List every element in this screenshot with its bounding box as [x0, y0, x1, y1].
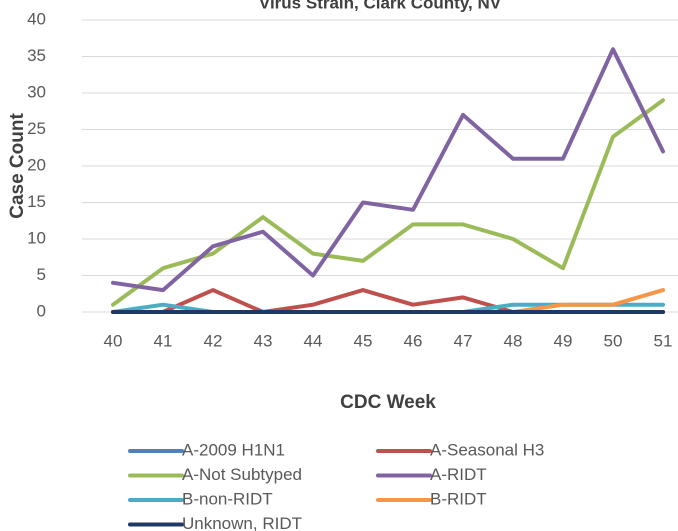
legend-label: A-Seasonal H3: [430, 440, 544, 459]
y-tick-label: 15: [27, 192, 46, 211]
x-tick-label: 46: [404, 331, 423, 350]
legend-label: A-2009 H1N1: [182, 440, 285, 459]
legend-label: A-Not Subtyped: [182, 465, 302, 484]
legend-label: B-RIDT: [430, 489, 487, 508]
x-tick-label: 40: [104, 331, 123, 350]
x-tick-label: 48: [504, 331, 523, 350]
y-tick-label: 30: [27, 82, 46, 101]
x-tick-label: 47: [454, 331, 473, 350]
y-tick-label: 40: [27, 9, 46, 28]
x-tick-label: 50: [604, 331, 623, 350]
x-tick-label: 43: [254, 331, 273, 350]
legend-label: Unknown, RIDT: [182, 514, 302, 531]
y-tick-label: 35: [27, 46, 46, 65]
y-tick-label: 25: [27, 119, 46, 138]
x-tick-label: 45: [354, 331, 373, 350]
x-tick-label: 51: [654, 331, 673, 350]
x-tick-label: 44: [304, 331, 323, 350]
series-line: [111, 47, 665, 293]
x-axis-label: CDC Week: [340, 392, 436, 413]
y-tick-label: 5: [37, 265, 46, 284]
y-axis-label: Case Count: [7, 113, 28, 219]
x-tick-label: 42: [204, 331, 223, 350]
y-tick-label: 0: [37, 301, 46, 320]
chart-title: Virus Strain, Clark County, NV: [259, 0, 502, 12]
legend-label: A-RIDT: [430, 465, 487, 484]
x-tick-label: 41: [154, 331, 173, 350]
y-tick-label: 20: [27, 155, 46, 174]
x-tick-label: 49: [554, 331, 573, 350]
y-tick-label: 10: [27, 228, 46, 247]
legend-label: B-non-RIDT: [182, 489, 273, 508]
